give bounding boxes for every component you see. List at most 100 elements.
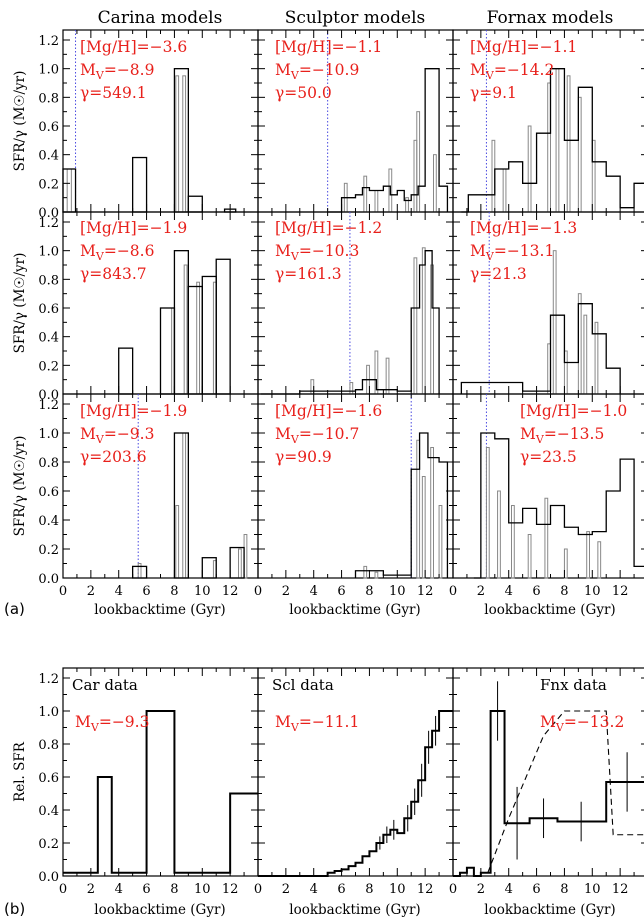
- fine-histogram-bar: [175, 505, 180, 579]
- panel-annotation-line: [Mg/H]=−1.6: [275, 402, 382, 420]
- x-tick-label: 6: [337, 584, 345, 599]
- histogram-bar: [159, 307, 176, 395]
- column-title: Fornax models: [487, 8, 614, 28]
- histogram-bar: [173, 432, 190, 579]
- fine-histogram-bar: [485, 447, 490, 579]
- panel-annotation-line: [Mg/H]=−1.9: [80, 402, 187, 420]
- x-tick-label: 8: [365, 882, 373, 897]
- fine-histogram-bar: [586, 531, 591, 579]
- x-tick-label: 12: [612, 584, 629, 599]
- y-axis-label: Rel. SFR: [12, 741, 28, 802]
- panel-annotation-line: γ=90.9: [275, 448, 332, 466]
- y-tick-label: 0.8: [38, 273, 59, 288]
- x-tick-label: 4: [115, 584, 123, 599]
- fine-histogram-bar: [552, 250, 557, 395]
- panel-annotation-line: MV=−10.9: [275, 61, 359, 82]
- fine-histogram-bar: [421, 247, 426, 395]
- x-tick-label: 0: [449, 882, 457, 897]
- model-panel: [Mg/H]=−1.3 MV=−13.1 γ=21.3: [452, 211, 644, 395]
- panel-annotation-line: MV=−11.1: [275, 713, 359, 734]
- panel-annotation-line: γ=843.7: [80, 265, 147, 283]
- fine-histogram-bar: [196, 281, 200, 395]
- x-tick-label: 2: [282, 882, 290, 897]
- panel-annotation-line: MV=−8.9: [80, 61, 154, 82]
- data-panel-label: Fnx data: [540, 676, 607, 694]
- fine-histogram-bar: [433, 154, 437, 213]
- panel-annotation-line: [Mg/H]=−1.0: [520, 402, 627, 420]
- y-axis-label: SFR/γ (M☉/yr): [12, 71, 28, 172]
- fine-histogram-bar: [430, 447, 435, 579]
- x-tick-label: 0: [254, 584, 262, 599]
- x-tick-label: 2: [282, 584, 290, 599]
- y-tick-label: 0.2: [38, 359, 59, 374]
- fine-histogram-bar: [405, 197, 409, 213]
- x-axis-label: lookbacktime (Gyr): [289, 602, 420, 618]
- x-tick-label: 6: [532, 882, 540, 897]
- y-tick-label: 0.0: [38, 388, 59, 403]
- panel-frame: [62, 667, 259, 877]
- fine-histogram-bar: [416, 439, 421, 579]
- data-panel-label: Car data: [72, 676, 138, 694]
- model-panel: [Mg/H]=−1.2 MV=−10.3 γ=161.3: [257, 211, 454, 395]
- x-tick-label: 4: [310, 882, 318, 897]
- fine-histogram-bar: [497, 490, 501, 579]
- chart-panels: 0.0 0.2 0.4 0.6 0.8 1.0 1.2 [Mg/H]=−3.6 MV=−8.9 γ…: [38, 29, 644, 897]
- fine-histogram-bar: [527, 125, 532, 213]
- y-tick-label: 0.2: [38, 177, 59, 192]
- panel-annotation-line: MV=−13.5: [520, 425, 604, 446]
- panel-annotation-line: MV=−8.6: [80, 242, 154, 263]
- panel-frame: [62, 29, 259, 213]
- histogram-bar: [131, 565, 148, 579]
- panel-annotation-line: γ=161.3: [275, 265, 342, 283]
- x-tick-label: 10: [194, 882, 211, 897]
- y-tick-label: 0.4: [38, 149, 59, 164]
- x-tick-label: 12: [612, 882, 629, 897]
- sfr-step-line: [460, 303, 621, 394]
- panel-frame: [257, 667, 454, 877]
- x-axis-label: lookbacktime (Gyr): [484, 602, 615, 618]
- panel-annotation-line: [Mg/H]=−3.6: [80, 38, 187, 56]
- model-panel: 0.0 0.2 0.4 0.6 0.8 1.0 1.2 0 2 4 6 8 10 12 [Mg/H]=−1.…: [38, 393, 259, 599]
- x-tick-label: 0: [59, 882, 67, 897]
- fine-histogram-bar: [566, 75, 571, 213]
- y-tick-label: 0.6: [38, 302, 59, 317]
- sfr-step-line: [461, 68, 644, 213]
- y-tick-label: 1.2: [38, 672, 59, 687]
- x-tick-label: 6: [142, 882, 150, 897]
- y-tick-label: 0.2: [38, 837, 59, 852]
- panel-annotation-line: MV=−9.3: [80, 425, 154, 446]
- data-panel-label: Scl data: [272, 676, 334, 694]
- x-tick-label: 6: [532, 584, 540, 599]
- panel-annotation-line: [Mg/H]=−1.2: [275, 219, 382, 237]
- x-tick-label: 6: [337, 882, 345, 897]
- sfr-step-line: [354, 432, 449, 578]
- x-axis-label: lookbacktime (Gyr): [94, 602, 225, 618]
- x-tick-label: 0: [59, 584, 67, 599]
- histogram-bar: [173, 68, 190, 213]
- sfr-step-line: [258, 710, 453, 877]
- y-tick-label: 0.6: [38, 771, 59, 786]
- x-tick-label: 8: [170, 882, 178, 897]
- fine-histogram-bar: [511, 505, 515, 579]
- fine-histogram-bar: [438, 505, 443, 579]
- fine-histogram-bar: [363, 175, 368, 213]
- model-panel: 0 2 4 6 8 10 12 [Mg/H]=−1.6 MV=−10.7 γ=90.9: [254, 393, 454, 599]
- x-tick-label: 10: [389, 882, 406, 897]
- y-tick-label: 1.0: [38, 63, 59, 78]
- fine-histogram-bar: [66, 168, 72, 213]
- x-tick-label: 10: [389, 584, 406, 599]
- fine-histogram-bar: [349, 382, 354, 395]
- fine-histogram-bar: [137, 563, 142, 579]
- y-tick-label: 0.6: [38, 485, 59, 500]
- histogram-bar: [187, 195, 203, 213]
- panel-frame: [257, 393, 454, 579]
- fine-histogram-bar: [527, 534, 532, 579]
- dashed-model-line: [487, 710, 644, 873]
- x-axis-label: lookbacktime (Gyr): [289, 902, 420, 918]
- x-tick-label: 10: [584, 882, 601, 897]
- panel-annotation-line: γ=23.5: [520, 448, 577, 466]
- model-panel: 0.0 0.2 0.4 0.6 0.8 1.0 1.2 [Mg/H]=−1.9 MV=−8.6 γ…: [38, 211, 259, 403]
- fine-histogram-bar: [413, 257, 418, 395]
- fine-histogram-bar: [421, 476, 426, 579]
- histogram-bar: [187, 285, 203, 395]
